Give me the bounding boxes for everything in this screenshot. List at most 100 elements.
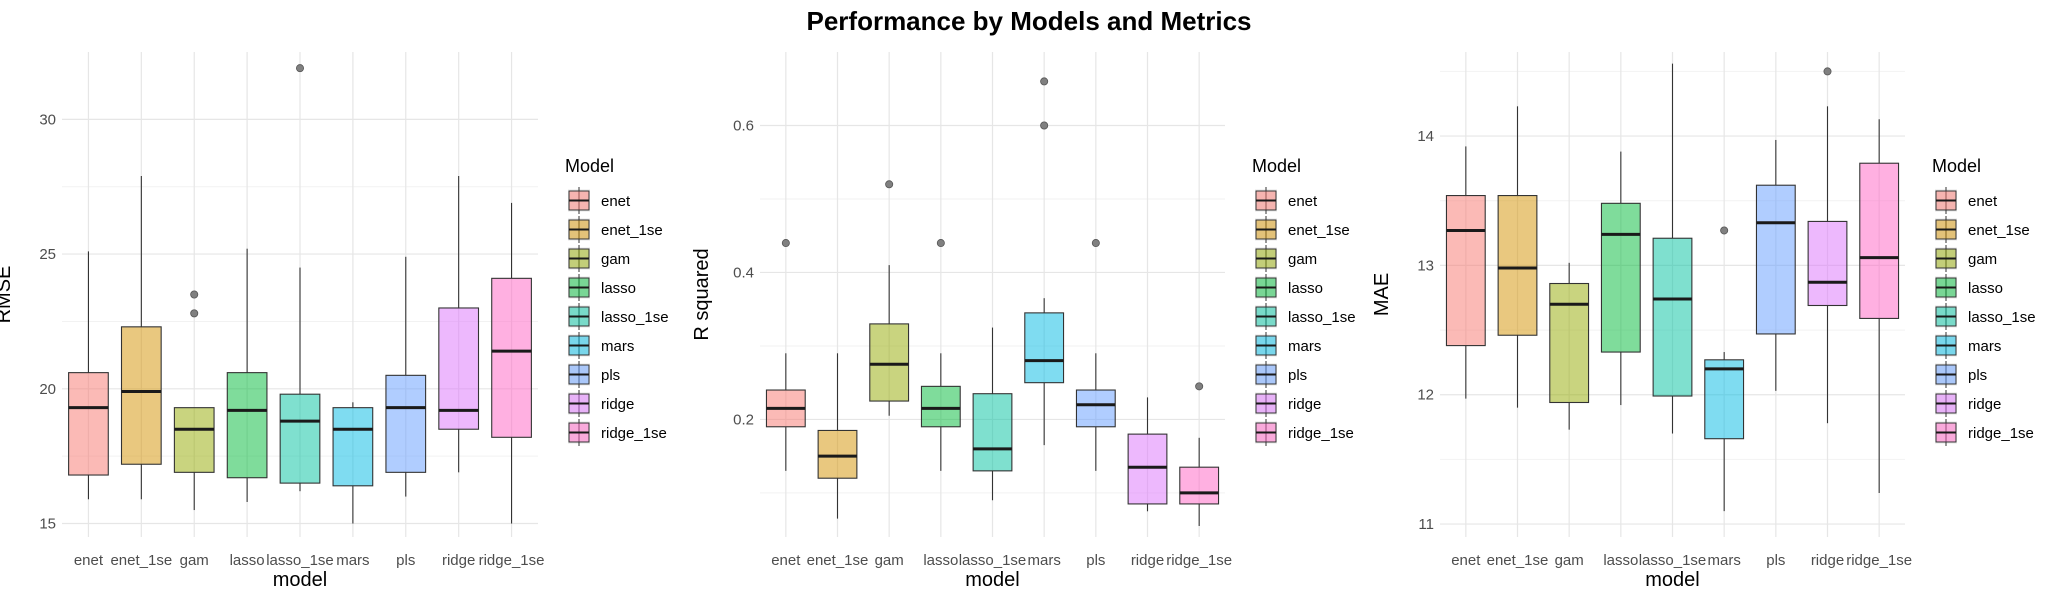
legend-label: pls — [1288, 367, 1307, 384]
x-tick-label: lasso — [923, 552, 958, 569]
legend-item-ridge_1se: ridge_1se — [1935, 419, 2034, 446]
box-mars — [1024, 77, 1065, 446]
x-tick-label: ridge — [1811, 552, 1844, 569]
box-ridge_1se — [1179, 382, 1220, 526]
box-rect — [68, 372, 109, 476]
x-axis-title: model — [1645, 569, 1699, 591]
legend-item-lasso_1se: lasso_1se — [1935, 303, 2036, 330]
x-tick-label: mars — [1027, 552, 1060, 569]
x-tick-label: ridge_1se — [479, 552, 545, 569]
x-tick-label: enet — [771, 552, 801, 569]
box-rect — [332, 407, 374, 487]
box-rect — [279, 393, 321, 484]
legend-label: lasso_1se — [601, 309, 669, 326]
y-tick-label: 12 — [1417, 387, 1434, 404]
legend-label: enet — [1288, 193, 1318, 210]
box-rect — [869, 323, 910, 402]
legend-label: lasso_1se — [1288, 309, 1356, 326]
x-tick-label: lasso_1se — [959, 552, 1027, 569]
y-tick-label: 14 — [1417, 128, 1434, 145]
box-lasso_1se — [279, 64, 321, 492]
legend-label: mars — [1968, 338, 2001, 355]
legend-item-enet: enet — [1255, 187, 1318, 214]
outlier-point — [1720, 226, 1729, 235]
box-gam — [1549, 262, 1590, 430]
x-tick-label: mars — [336, 552, 369, 569]
y-tick-label: 25 — [39, 246, 56, 263]
legend-label: gam — [1968, 251, 1997, 268]
outlier-point — [1040, 121, 1049, 130]
outlier-point — [936, 239, 945, 248]
box-mars — [332, 402, 374, 524]
legend-label: lasso — [601, 280, 636, 297]
box-rect — [1704, 359, 1745, 440]
box-rect — [1652, 237, 1693, 397]
y-tick-label: 11 — [1418, 516, 1434, 533]
legend-item-mars: mars — [568, 332, 634, 359]
box-rect — [1807, 220, 1848, 307]
outlier-point — [1195, 382, 1204, 391]
x-tick-label: enet_1se — [110, 552, 172, 569]
x-tick-label: enet — [74, 552, 104, 569]
box-lasso — [920, 239, 961, 471]
box-lasso — [1600, 151, 1641, 406]
outlier-point — [885, 180, 894, 189]
legend-label: ridge — [1968, 396, 2001, 413]
box-pls — [1075, 239, 1116, 471]
y-axis-title: MAE — [1371, 273, 1393, 316]
y-axis-title: RMSE — [0, 266, 15, 324]
legend-label: pls — [1968, 367, 1987, 384]
legend-label: pls — [601, 367, 620, 384]
legend-title: Model — [1252, 156, 1301, 176]
x-tick-label: enet — [1451, 552, 1481, 569]
y-tick-label: 30 — [39, 111, 56, 128]
x-tick-label: pls — [1766, 552, 1785, 569]
box-lasso_1se — [972, 327, 1013, 501]
x-tick-label: ridge — [1131, 552, 1164, 569]
box-rect — [491, 277, 532, 438]
x-tick-label: mars — [1707, 552, 1740, 569]
box-enet_1se — [817, 353, 858, 519]
box-rect — [1859, 162, 1900, 319]
box-rect — [226, 372, 268, 479]
y-tick-label: 15 — [39, 516, 56, 533]
legend-title: Model — [1932, 156, 1981, 176]
legend-label: mars — [601, 338, 634, 355]
legend-label: enet — [601, 193, 631, 210]
box-rect — [385, 374, 427, 473]
box-gam — [173, 290, 215, 511]
legend-item-enet_1se: enet_1se — [1255, 216, 1350, 243]
legend-item-ridge_1se: ridge_1se — [1255, 419, 1354, 446]
legend-item-lasso: lasso — [568, 274, 636, 301]
x-tick-label: gam — [875, 552, 904, 569]
x-tick-label: ridge — [442, 552, 475, 569]
box-pls — [1755, 139, 1796, 391]
box-enet_1se — [1497, 106, 1538, 408]
legend-item-pls: pls — [568, 361, 620, 388]
outlier-point — [190, 309, 199, 318]
legend-label: ridge_1se — [1288, 425, 1354, 442]
box-rect — [173, 407, 215, 473]
box-pls — [385, 256, 427, 497]
legend-item-gam: gam — [1935, 245, 1997, 272]
x-tick-label: lasso — [230, 552, 265, 569]
legend-label: lasso — [1968, 280, 2003, 297]
box-gam — [869, 180, 910, 416]
legend-label: ridge_1se — [1968, 425, 2034, 442]
box-rect — [1549, 282, 1590, 404]
box-rect — [1127, 433, 1168, 505]
box-rect — [1179, 466, 1220, 505]
outlier-point — [781, 239, 790, 248]
box-rect — [1075, 389, 1116, 428]
legend-item-pls: pls — [1255, 361, 1307, 388]
x-tick-label: lasso — [1603, 552, 1638, 569]
legend-item-gam: gam — [1255, 245, 1317, 272]
legend-label: ridge — [601, 396, 634, 413]
y-tick-label: 0.6 — [733, 117, 754, 134]
